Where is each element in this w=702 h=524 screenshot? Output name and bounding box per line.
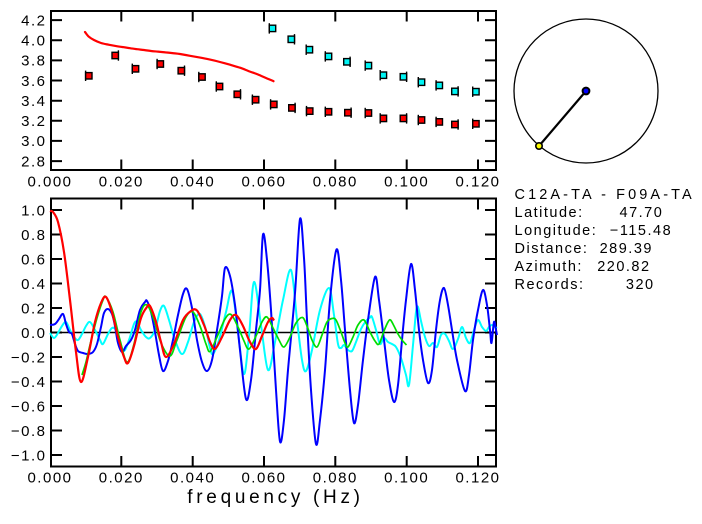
svg-text:0.100: 0.100 [384,469,429,486]
svg-text:0.000: 0.000 [27,469,72,486]
svg-text:Distance:: Distance: [515,241,589,257]
svg-text:3.6: 3.6 [21,73,46,90]
svg-text:Longitude:: Longitude: [515,223,598,239]
svg-text:0.120: 0.120 [455,173,500,190]
svg-text:0.6: 0.6 [21,251,46,268]
svg-text:−0.4: −0.4 [11,374,47,391]
svg-text:0.060: 0.060 [241,469,286,486]
svg-text:0.4: 0.4 [21,276,46,293]
svg-text:3.8: 3.8 [21,53,46,70]
svg-text:3.4: 3.4 [21,93,46,110]
svg-text:0.100: 0.100 [384,173,429,190]
svg-text:4.2: 4.2 [21,12,46,29]
svg-text:−1.0: −1.0 [11,447,47,464]
svg-text:2.8: 2.8 [21,153,46,170]
svg-text:0.000: 0.000 [27,173,72,190]
svg-text:0.0: 0.0 [21,325,46,342]
svg-text:frequency (Hz): frequency (Hz) [187,487,363,508]
svg-text:−0.2: −0.2 [11,349,47,366]
svg-text:320: 320 [626,277,655,293]
svg-text:0.020: 0.020 [99,173,144,190]
svg-text:3.2: 3.2 [21,113,46,130]
svg-text:0.080: 0.080 [313,469,358,486]
svg-text:−0.6: −0.6 [11,398,47,415]
svg-text:Azimuth:: Azimuth: [515,259,583,275]
svg-text:4.0: 4.0 [21,33,46,50]
svg-text:0.040: 0.040 [170,469,215,486]
svg-text:0.120: 0.120 [455,469,500,486]
svg-text:−0.8: −0.8 [11,423,47,440]
svg-text:0.060: 0.060 [241,173,286,190]
svg-text:0.8: 0.8 [21,227,46,244]
svg-text:Records:: Records: [515,277,585,293]
svg-text:1.0: 1.0 [21,202,46,219]
svg-text:289.39: 289.39 [600,241,653,257]
svg-text:0.080: 0.080 [313,173,358,190]
svg-text:0.2: 0.2 [21,300,46,317]
svg-text:47.70: 47.70 [620,205,664,221]
svg-text:Latitude:: Latitude: [515,205,584,221]
svg-text:0.040: 0.040 [170,173,215,190]
svg-text:3.0: 3.0 [21,133,46,150]
svg-text:220.82: 220.82 [597,259,650,275]
svg-text:−115.48: −115.48 [610,223,672,239]
svg-text:0.020: 0.020 [99,469,144,486]
svg-text:C12A-TA - F09A-TA: C12A-TA - F09A-TA [515,187,695,203]
